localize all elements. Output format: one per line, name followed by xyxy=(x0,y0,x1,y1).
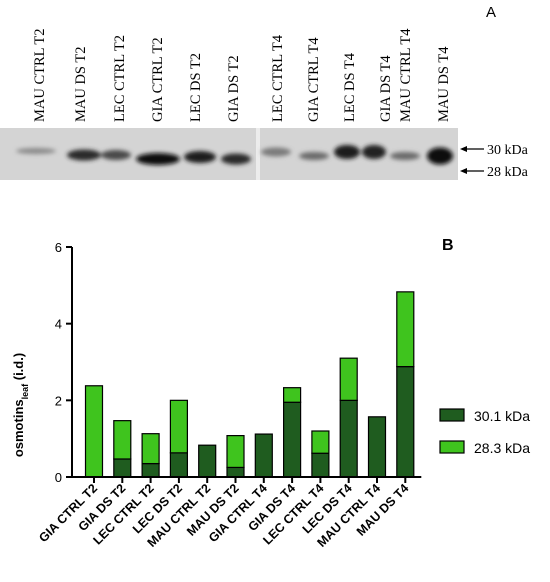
bar-segment xyxy=(367,416,387,478)
legend-swatch xyxy=(439,440,465,454)
lane-label: GIA CTRL T2 xyxy=(150,37,166,122)
lane-label: GIA DS T2 xyxy=(226,55,242,122)
bars xyxy=(84,291,415,478)
bar-segment xyxy=(169,452,188,478)
lane-label: LEC DS T2 xyxy=(188,53,204,122)
bar-segment xyxy=(339,357,358,401)
bar-segment xyxy=(141,462,160,478)
lane-label: LEC DS T4 xyxy=(342,52,358,122)
legend-label: 30.1 kDa xyxy=(474,408,530,424)
bar-segment xyxy=(311,452,330,478)
y-axis: 0 2 4 6 xyxy=(55,240,73,485)
marker-30kda-label: 30 kDa xyxy=(487,143,529,158)
bar-segment xyxy=(311,430,330,454)
bar-segment xyxy=(113,458,132,478)
bar-segment xyxy=(84,385,104,478)
lane-label: LEC CTRL T2 xyxy=(112,35,128,122)
bar-segment xyxy=(283,387,302,403)
y-tick-label: 0 xyxy=(55,470,62,485)
bar-segment xyxy=(141,433,160,465)
blot-band xyxy=(67,149,101,161)
bar-segment xyxy=(226,435,245,469)
blot-band xyxy=(136,153,180,165)
blot-band xyxy=(221,153,251,165)
marker-28kda-label: 28 kDa xyxy=(487,165,529,180)
legend-swatch xyxy=(439,408,465,422)
bar-segment xyxy=(396,366,415,478)
legend: 30.1 kDa 28.3 kDa xyxy=(439,408,530,456)
western-blot-panel: MAU CTRL T2 MAU DS T2 LEC CTRL T2 GIA CTRL … xyxy=(0,28,529,180)
y-tick-label: 2 xyxy=(55,393,62,408)
blot-band xyxy=(101,150,131,160)
blot-membrane-seam xyxy=(256,128,260,180)
blot-band xyxy=(184,151,216,163)
blot-band xyxy=(299,152,329,160)
blot-band xyxy=(362,145,386,159)
lane-label: MAU CTRL T4 xyxy=(398,28,414,122)
marker-28kda: 28 kDa xyxy=(460,165,529,180)
blot-band xyxy=(16,148,56,154)
lane-label: MAU CTRL T2 xyxy=(32,29,48,122)
blot-band xyxy=(427,147,453,165)
lane-label: GIA DS T4 xyxy=(378,55,394,122)
y-axis-title: osmotinsleaf (i.d.) xyxy=(11,353,30,457)
panel-b-letter: B xyxy=(442,237,454,254)
lane-label: GIA CTRL T4 xyxy=(306,37,322,122)
blot-band xyxy=(334,145,360,159)
bar-segment xyxy=(339,399,358,478)
bar-segment xyxy=(226,466,245,478)
blot-band xyxy=(390,152,420,160)
y-tick-label: 4 xyxy=(55,317,62,332)
lane-label: MAU DS T4 xyxy=(436,46,452,122)
bar-segment xyxy=(283,401,302,478)
bar-segment xyxy=(396,291,415,368)
blot-band xyxy=(261,147,291,157)
marker-30kda: 30 kDa xyxy=(460,143,529,158)
bar-segment xyxy=(198,444,217,478)
bar-segment xyxy=(254,433,273,478)
panel-a-letter: A xyxy=(486,4,497,21)
lane-label: MAU DS T2 xyxy=(73,47,89,122)
legend-label: 28.3 kDa xyxy=(474,440,530,456)
y-tick-label: 6 xyxy=(55,240,62,255)
bar-segment xyxy=(113,420,132,460)
lane-label: LEC CTRL T4 xyxy=(270,34,286,122)
bar-segment xyxy=(169,399,188,454)
